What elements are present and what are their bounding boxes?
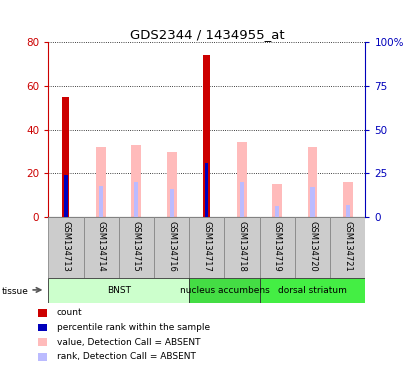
Text: GSM134721: GSM134721 bbox=[343, 221, 352, 271]
Bar bbox=[134, 182, 139, 217]
Bar bbox=[189, 278, 260, 303]
Bar bbox=[260, 217, 295, 278]
Text: rank, Detection Call = ABSENT: rank, Detection Call = ABSENT bbox=[57, 352, 196, 361]
Text: GSM134718: GSM134718 bbox=[238, 221, 247, 271]
Bar bbox=[154, 217, 189, 278]
Bar bbox=[96, 147, 106, 217]
Bar bbox=[260, 278, 365, 303]
Bar bbox=[275, 207, 279, 217]
Bar bbox=[170, 189, 174, 217]
Bar bbox=[84, 217, 119, 278]
Bar bbox=[343, 182, 353, 217]
Bar bbox=[48, 217, 84, 278]
Bar bbox=[48, 278, 189, 303]
Text: tissue: tissue bbox=[2, 286, 29, 296]
Bar bbox=[99, 185, 103, 217]
Bar bbox=[273, 184, 282, 217]
Bar bbox=[205, 165, 208, 217]
Text: GSM134714: GSM134714 bbox=[97, 221, 106, 271]
Title: GDS2344 / 1434955_at: GDS2344 / 1434955_at bbox=[129, 28, 284, 41]
Bar bbox=[131, 145, 141, 217]
Bar bbox=[189, 217, 224, 278]
Bar bbox=[346, 205, 350, 217]
Bar bbox=[330, 217, 365, 278]
Bar bbox=[237, 142, 247, 217]
Bar bbox=[119, 217, 154, 278]
Bar bbox=[307, 147, 318, 217]
Text: GSM134716: GSM134716 bbox=[167, 221, 176, 271]
Text: GSM134719: GSM134719 bbox=[273, 221, 282, 271]
Bar bbox=[167, 152, 176, 217]
Bar bbox=[224, 217, 260, 278]
Text: GSM134717: GSM134717 bbox=[202, 221, 211, 271]
Bar bbox=[295, 217, 330, 278]
Text: dorsal striatum: dorsal striatum bbox=[278, 286, 347, 295]
Bar bbox=[64, 175, 68, 217]
Bar bbox=[63, 97, 69, 217]
Bar bbox=[203, 55, 210, 217]
Bar bbox=[310, 187, 315, 217]
Text: GSM134720: GSM134720 bbox=[308, 221, 317, 271]
Text: GSM134715: GSM134715 bbox=[132, 221, 141, 271]
Bar bbox=[240, 182, 244, 217]
Text: value, Detection Call = ABSENT: value, Detection Call = ABSENT bbox=[57, 338, 200, 347]
Text: BNST: BNST bbox=[107, 286, 131, 295]
Text: GSM134713: GSM134713 bbox=[61, 221, 71, 271]
Text: nucleus accumbens: nucleus accumbens bbox=[180, 286, 269, 295]
Text: count: count bbox=[57, 308, 82, 318]
Text: percentile rank within the sample: percentile rank within the sample bbox=[57, 323, 210, 332]
Bar bbox=[205, 163, 208, 217]
